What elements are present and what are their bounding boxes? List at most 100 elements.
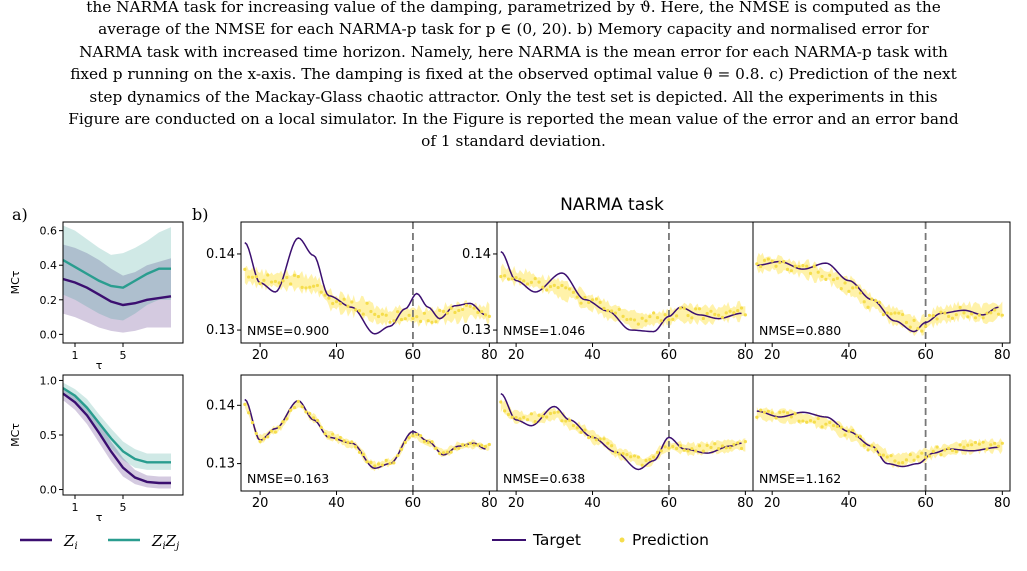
x-tick-label: 20 — [764, 348, 781, 363]
prediction-point — [411, 316, 415, 321]
prediction-point — [632, 454, 637, 458]
prediction-point — [289, 282, 293, 286]
target-line — [244, 237, 486, 335]
prediction-point — [418, 434, 423, 438]
prediction-point — [916, 455, 920, 459]
prediction-point — [357, 450, 362, 454]
prediction-point — [441, 451, 446, 455]
prediction-point — [247, 275, 251, 279]
prediction-point — [510, 277, 514, 281]
prediction-point — [315, 418, 320, 422]
prediction-point — [632, 318, 637, 322]
prediction-point — [736, 441, 740, 445]
x-tick-label: 20 — [508, 496, 525, 511]
error-band-Z_i Z_j — [63, 382, 171, 470]
prediction-point — [828, 420, 832, 425]
prediction-point — [858, 434, 863, 439]
x-tick-label: 60 — [405, 496, 422, 511]
prediction-point — [575, 426, 579, 430]
y-tick-label: 0.13 — [206, 323, 235, 338]
prediction-point — [285, 417, 289, 421]
prediction-point — [694, 307, 698, 311]
prediction-point — [575, 295, 579, 299]
prediction-point — [308, 285, 312, 289]
prediction-point — [958, 305, 962, 309]
target-line — [756, 260, 999, 333]
plot-content — [243, 222, 491, 343]
prediction-point — [778, 260, 782, 265]
x-tick-label: 20 — [252, 496, 269, 511]
prediction-point — [533, 276, 537, 281]
prediction-point — [996, 444, 1001, 448]
prediction-point — [514, 275, 518, 280]
prediction-point — [308, 411, 312, 416]
prediction-point — [342, 439, 346, 443]
prediction-point — [281, 420, 285, 424]
prediction-point — [682, 306, 686, 310]
prediction-point — [583, 295, 587, 300]
prediction-point — [487, 314, 491, 318]
prediction-point — [636, 322, 640, 326]
prediction-point — [743, 440, 747, 444]
prediction-point — [403, 440, 407, 445]
prediction-point — [996, 312, 1001, 316]
target-line — [500, 393, 742, 471]
prediction-point — [812, 264, 816, 269]
prediction-point — [985, 447, 989, 451]
plot-content — [755, 222, 1004, 343]
x-tick-label: 60 — [661, 348, 678, 363]
subplot-a-bottom: MCτ τ 1 5 0.0 0.5 1.0 — [9, 374, 184, 524]
prediction-point — [258, 439, 262, 443]
prediction-point — [916, 326, 920, 331]
prediction-point — [782, 260, 786, 264]
plot-content — [63, 382, 171, 489]
prediction-point — [613, 450, 618, 454]
prediction-point — [720, 444, 725, 448]
prediction-point — [939, 453, 943, 457]
prediction-point — [762, 410, 767, 414]
prediction-point — [606, 309, 610, 313]
prediction-point — [350, 440, 354, 444]
prediction-point — [954, 449, 958, 454]
prediction-point — [652, 455, 656, 459]
prediction-point — [262, 278, 266, 282]
prediction-point — [785, 411, 790, 415]
prediction-point — [311, 284, 316, 288]
prediction-point — [525, 418, 530, 422]
x-tick-label: 1 — [72, 501, 79, 514]
prediction-point — [560, 283, 564, 288]
panel-a-label: a) — [12, 205, 28, 224]
prediction-point — [816, 270, 820, 274]
prediction-point — [434, 446, 438, 450]
prediction-point — [908, 452, 912, 457]
prediction-point — [564, 286, 568, 290]
prediction-point — [365, 460, 369, 464]
prediction-point — [529, 280, 533, 284]
prediction-point — [858, 291, 863, 295]
prediction-point — [847, 289, 851, 293]
prediction-point — [717, 446, 721, 451]
prediction-point — [889, 454, 893, 458]
prediction-point — [839, 287, 843, 291]
y-tick-label: 0.14 — [206, 247, 235, 262]
prediction-point — [897, 461, 901, 465]
prediction-point — [881, 313, 886, 317]
prediction-point — [732, 311, 736, 315]
prediction-point — [862, 443, 866, 448]
prediction-point — [449, 450, 453, 454]
prediction-point — [548, 284, 553, 289]
prediction-point — [285, 275, 289, 280]
prediction-point — [346, 304, 350, 308]
prediction-point — [560, 419, 564, 423]
prediction-point — [483, 313, 488, 317]
prediction-point — [594, 438, 598, 442]
figure-caption: the NARMA task for increasing value of t… — [0, 0, 1027, 153]
prediction-point — [793, 412, 797, 416]
prediction-point — [977, 313, 981, 317]
x-tick-label: 20 — [764, 496, 781, 511]
x-axis-label: τ — [96, 359, 103, 372]
prediction-point — [709, 309, 713, 313]
prediction-point — [989, 443, 993, 447]
series-line-Z_i Z_j — [63, 387, 171, 464]
prediction-point — [912, 318, 916, 323]
